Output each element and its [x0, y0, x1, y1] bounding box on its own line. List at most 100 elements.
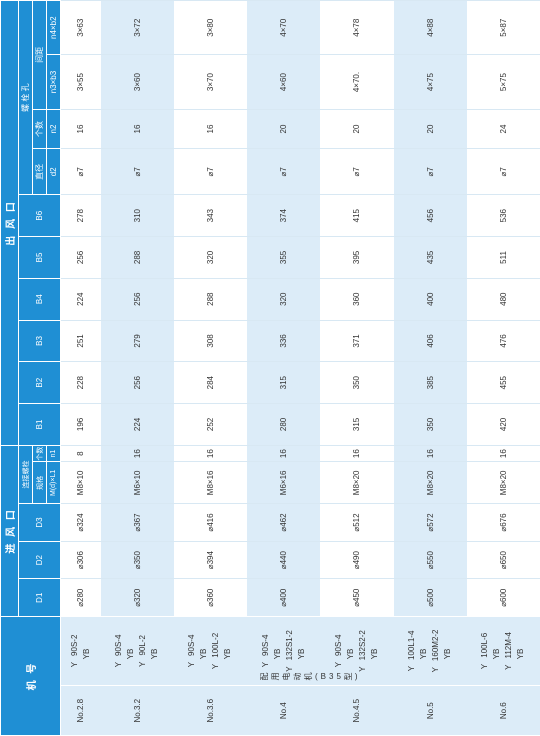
motor-model: YB — [222, 617, 234, 685]
cell-spec: M8×20 — [393, 462, 467, 504]
motor-model: YB — [515, 617, 527, 685]
header-B2: B2 — [18, 361, 61, 404]
cell-n3b3: 4×75 — [393, 54, 467, 110]
cell-d2: ⌀350 — [100, 541, 174, 579]
cell-n3b3: 3×55 — [60, 54, 101, 110]
cell-d1: ⌀500 — [393, 578, 467, 617]
cell-b4: 256 — [100, 278, 174, 321]
cell-b4: 224 — [60, 278, 101, 321]
motor-models: Y100L-6 YB Y112M-4 YB — [466, 616, 540, 686]
cell-n2: 20 — [247, 109, 321, 149]
cell-spec: M6×16 — [247, 462, 321, 504]
cell-d2: ⌀7 — [393, 148, 467, 195]
cell-b3: 406 — [393, 320, 467, 362]
cell-b4: 288 — [173, 278, 248, 321]
cell-n4b4: 4×70 — [247, 0, 321, 55]
header-D1: D1 — [18, 578, 61, 617]
cell-b1: 420 — [466, 403, 540, 446]
motor-models: Y90S-4 YB Y90L-2 YB — [100, 616, 174, 686]
motor-type: 100L-2 — [211, 632, 221, 658]
cell-b5: 320 — [173, 236, 248, 279]
motor-type: 132S2-2 — [357, 630, 367, 661]
motor-series: Y — [407, 665, 417, 672]
cell-b3: 336 — [247, 320, 321, 362]
machine-number: No.2.8 — [60, 685, 101, 736]
motor-series: Y — [187, 661, 197, 668]
cell-b5: 511 — [466, 236, 540, 279]
cell-b1: 196 — [60, 403, 101, 446]
motor-series: Y — [260, 661, 270, 668]
cell-n1: 16 — [393, 445, 467, 462]
header-count-sub: n1 — [46, 445, 61, 462]
motor-model: YB — [125, 617, 137, 685]
cell-b3: 308 — [173, 320, 248, 362]
cell-b1: 280 — [247, 403, 321, 446]
cell-b2: 350 — [320, 361, 394, 404]
table-body: No.2.8 Y90S-2 YB ⌀280 ⌀306 ⌀324 M8×10 8 196 228 25… — [60, 0, 540, 736]
motor-series: YB — [199, 648, 209, 660]
machine-number: No.5 — [393, 685, 467, 736]
motor-model: Y 112M-4 — [503, 617, 515, 685]
cell-d3: ⌀676 — [466, 503, 540, 542]
cell-b3: 279 — [100, 320, 174, 362]
motor-type: 90S-4 — [187, 634, 197, 656]
cell-spec: M8×20 — [320, 462, 394, 504]
header-spec: 规格 — [32, 462, 47, 504]
motor-model: YB — [149, 617, 161, 685]
cell-n2: 16 — [173, 109, 248, 149]
cell-n1: 16 — [100, 445, 174, 462]
cell-d1: ⌀600 — [466, 578, 540, 617]
motor-type: 112M-4 — [504, 632, 514, 659]
cell-b2: 256 — [100, 361, 174, 404]
cell-b3: 476 — [466, 320, 540, 362]
cell-d2: ⌀440 — [247, 541, 321, 579]
cell-b4: 320 — [247, 278, 321, 321]
header-machine: 机 号 — [0, 616, 61, 736]
cell-n2: 16 — [100, 109, 174, 149]
motor-series: YB — [369, 648, 379, 660]
cell-n3b3: 4×70. — [320, 54, 394, 110]
cell-b5: 256 — [60, 236, 101, 279]
cell-d1: ⌀360 — [173, 578, 248, 617]
header-hole-count: 个数 — [32, 109, 47, 149]
cell-n4b4: 4×78 — [320, 0, 394, 55]
cell-d1: ⌀400 — [247, 578, 321, 617]
cell-d3: ⌀462 — [247, 503, 321, 542]
cell-b2: 385 — [393, 361, 467, 404]
table-row: No.3.6 Y90S-4 YB Y100L-2 YB ⌀360 ⌀394 ⌀416 M8×16… — [173, 0, 248, 736]
header-D2: D2 — [18, 541, 61, 579]
cell-b2: 315 — [247, 361, 321, 404]
cell-d3: ⌀572 — [393, 503, 467, 542]
cell-spec: M8×16 — [173, 462, 248, 504]
motor-series: YB — [150, 648, 160, 660]
motor-series: YB — [345, 648, 355, 660]
cell-spec: M8×10 — [60, 462, 101, 504]
motor-model: YB — [198, 617, 210, 685]
cell-d1: ⌀450 — [320, 578, 394, 617]
motor-type: 90S-4 — [260, 634, 270, 656]
cell-b6: 343 — [173, 194, 248, 237]
header-B5: B5 — [18, 236, 61, 279]
cell-b1: 224 — [100, 403, 174, 446]
cell-b5: 435 — [393, 236, 467, 279]
header-outlet: 出 风 口 — [0, 0, 19, 446]
cell-d2: ⌀7 — [466, 148, 540, 195]
cell-n2: 16 — [60, 109, 101, 149]
header-B4: B4 — [18, 278, 61, 321]
cell-n1: 16 — [173, 445, 248, 462]
cell-b1: 252 — [173, 403, 248, 446]
motor-model: Y 160M2-2 — [430, 617, 442, 685]
motor-series: YB — [516, 648, 526, 660]
cell-n3b3: 3×70 — [173, 54, 248, 110]
motor-series: Y — [114, 661, 124, 668]
motor-type: 160M2-2 — [431, 629, 441, 662]
motor-series: YB — [272, 648, 282, 660]
header-bolts: 连接螺栓 — [18, 445, 33, 504]
cell-n4b4: 3×63 — [60, 0, 101, 55]
motor-series: YB — [443, 648, 453, 660]
cell-d2: ⌀7 — [173, 148, 248, 195]
motor-model: YB — [369, 617, 381, 685]
cell-d2: ⌀490 — [320, 541, 394, 579]
machine-number: No.4.5 — [320, 685, 394, 736]
